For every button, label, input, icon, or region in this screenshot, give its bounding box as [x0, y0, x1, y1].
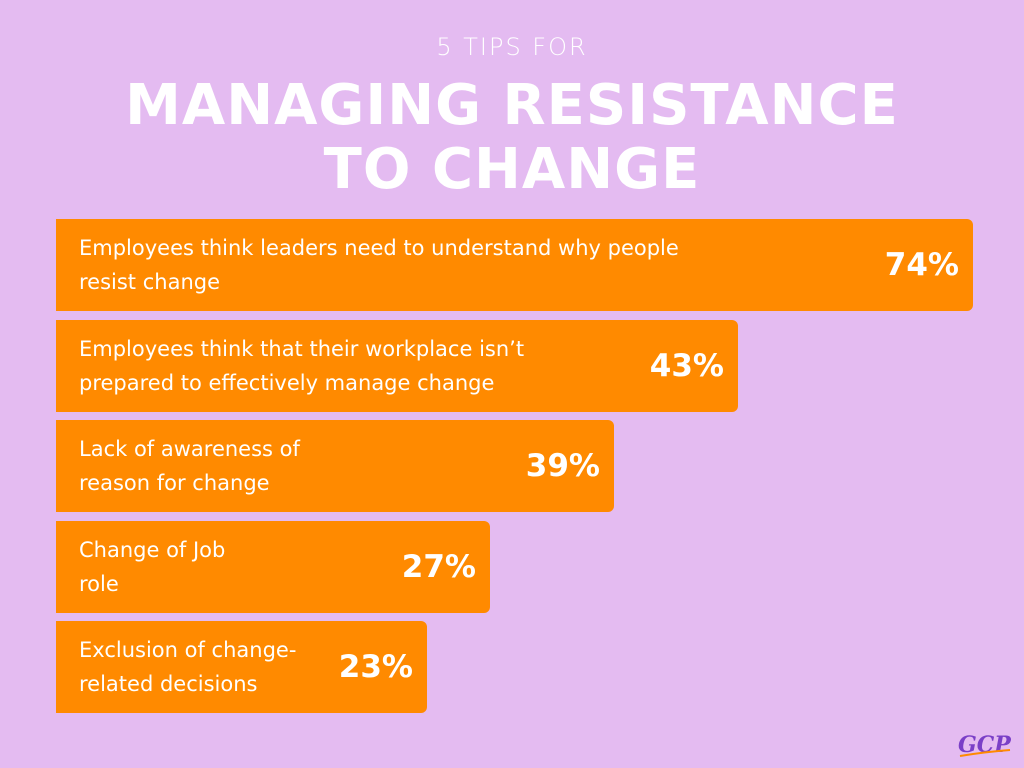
chart-title-line-2: TO CHANGE	[323, 137, 701, 202]
bar-value-label: 43%	[649, 348, 724, 384]
chart-title: MANAGING RESISTANCE TO CHANGE	[0, 74, 1024, 202]
logo-text: GCP	[958, 732, 1012, 758]
bar-label: Exclusion of change-related decisions	[79, 633, 296, 701]
bar-label-line: reason for change	[79, 471, 270, 495]
bar: Change of Job role 27%	[56, 521, 490, 613]
gcp-logo: GCP	[958, 732, 1012, 758]
bar-label-line: prepared to effectively manage change	[79, 371, 495, 395]
bar-label-line: Exclusion of change-	[79, 638, 297, 662]
bar-label: Employees think leaders need to understa…	[79, 231, 679, 299]
logo-underline	[959, 749, 1011, 757]
bar-label: Lack of awareness of reason for change	[79, 432, 300, 500]
bar-value-label: 74%	[884, 247, 959, 283]
bar-value-label: 39%	[525, 448, 600, 484]
chart-title-line-1: MANAGING RESISTANCE	[125, 73, 899, 138]
bar: Exclusion of change-related decisions 23%	[56, 621, 427, 713]
subtitle: 5 TIPS FOR	[436, 33, 588, 61]
bar-label-line: related decisions	[79, 672, 258, 696]
bar-value-label: 27%	[401, 549, 476, 585]
bar-label-line: role	[79, 572, 119, 596]
bar: Employees think that their workplace isn…	[56, 320, 738, 412]
bar-label: Change of Job role	[79, 533, 225, 601]
bar-label-line: Employees think that their workplace isn…	[79, 337, 525, 361]
bar-label-line: Lack of awareness of	[79, 437, 300, 461]
bar-label-line: Employees think leaders need to understa…	[79, 236, 679, 260]
bar-label: Employees think that their workplace isn…	[79, 332, 524, 400]
bar: Lack of awareness of reason for change 39%	[56, 420, 614, 512]
bar-label-line: resist change	[79, 270, 221, 294]
bar-value-label: 23%	[338, 649, 413, 685]
bar-label-line: Change of Job	[79, 538, 226, 562]
bar: Employees think leaders need to understa…	[56, 219, 973, 311]
